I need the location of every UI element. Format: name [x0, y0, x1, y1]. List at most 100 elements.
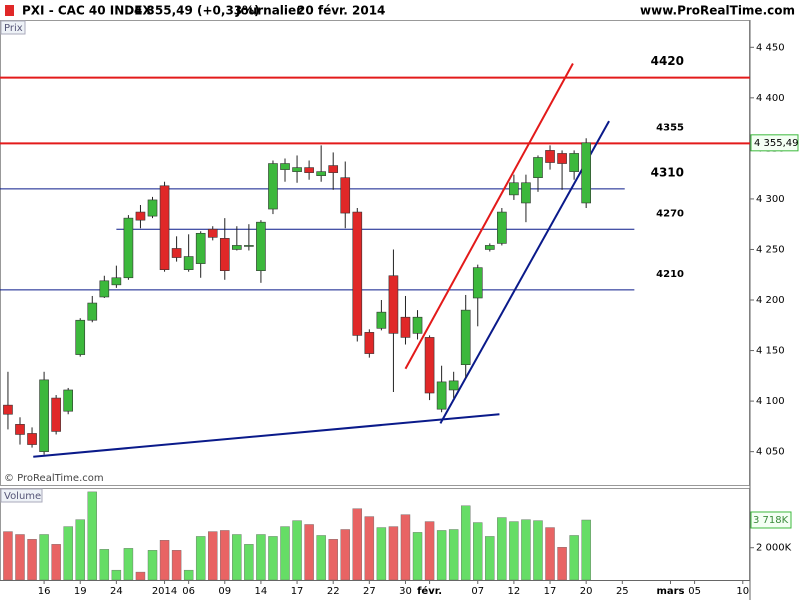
volume-bar	[232, 534, 242, 581]
candle-body	[268, 163, 278, 210]
candle-body	[388, 275, 399, 334]
change: 4 355,49 (+0,33%)	[134, 4, 260, 18]
pane-label: Prix	[4, 23, 23, 34]
candle-body	[183, 256, 194, 270]
y-tick-label: 4 200	[756, 295, 785, 306]
candle-body	[521, 182, 531, 204]
x-tick-label: 07	[471, 586, 484, 597]
x-tick-label: 27	[363, 586, 376, 597]
candle-body	[509, 182, 519, 196]
instrument: PXI - CAC 40 INDEX	[22, 4, 152, 18]
candle-body	[39, 379, 49, 452]
level-label: 4210	[656, 269, 684, 280]
candle-body	[376, 311, 387, 329]
volume-bar	[171, 550, 182, 581]
volume-bar	[147, 550, 158, 581]
volume-bar	[557, 547, 567, 581]
candle-body	[51, 397, 61, 432]
volume-bar	[304, 524, 314, 581]
volume-bar	[51, 544, 61, 581]
volume-bar	[220, 530, 230, 581]
level-label: 4420	[651, 54, 684, 68]
volume-bar	[15, 534, 25, 581]
candle-body	[280, 163, 290, 170]
x-tick-label: 22	[327, 586, 340, 597]
candle-body	[111, 277, 122, 286]
volume-bar	[75, 519, 85, 581]
x-tick-label: 10	[736, 586, 749, 597]
y-tick-label: 4 400	[756, 93, 785, 104]
candle-body	[292, 167, 302, 172]
volume-bar	[569, 535, 579, 581]
copyright: © ProRealTime.com	[4, 473, 104, 484]
volume-bar	[39, 534, 49, 581]
candle-body	[219, 238, 230, 271]
x-tick-label: 25	[616, 586, 629, 597]
volume-bar	[195, 536, 206, 581]
x-tick-label: 12	[508, 586, 521, 597]
volume-bar	[509, 521, 519, 581]
candle-body	[3, 404, 13, 415]
source: www.ProRealTime.com	[640, 4, 795, 18]
candle-body	[545, 150, 555, 163]
candle-body	[400, 316, 411, 338]
level-label: 4355	[656, 122, 684, 133]
candle-body	[27, 433, 37, 445]
candle-body	[147, 199, 158, 217]
volume-bar	[364, 516, 375, 581]
volume-bar	[388, 526, 399, 581]
volume-bar	[208, 531, 218, 581]
candle-body	[171, 248, 182, 258]
x-tick-label: 19	[74, 586, 87, 597]
y-tick-label: 4 250	[756, 244, 785, 255]
x-tick-label: 24	[110, 586, 123, 597]
volume-bar	[545, 527, 555, 581]
volume-bar	[268, 536, 278, 581]
volume-bar	[292, 520, 302, 581]
period: Journalier	[235, 4, 302, 18]
volume-bar	[244, 544, 254, 581]
volume-bar	[352, 508, 363, 581]
volume-bar	[340, 529, 350, 581]
candle-body	[159, 185, 170, 270]
x-tick-label: mars	[656, 586, 684, 597]
x-tick-label: 14	[255, 586, 268, 597]
volume-label-box	[0, 488, 43, 503]
candle-body	[533, 157, 543, 178]
volume-bar	[376, 527, 387, 581]
x-tick-label: 20	[580, 586, 593, 597]
candle-body	[352, 211, 363, 336]
pane-label-box	[0, 20, 26, 35]
volume-bar	[256, 534, 266, 581]
volume-bar	[111, 569, 122, 581]
volume-bar	[99, 549, 110, 581]
candle-body	[87, 302, 98, 321]
y-tick-label: 4 100	[756, 396, 785, 407]
candle-body	[472, 267, 483, 299]
volume-bar	[485, 536, 495, 581]
trend-line	[33, 413, 500, 458]
trend-line	[439, 120, 610, 424]
y-tick-label: 4 300	[756, 194, 785, 205]
candle-body	[135, 211, 146, 221]
volume-bar	[87, 491, 97, 581]
volume-bar	[123, 548, 134, 581]
volume-label: Volume	[4, 491, 41, 502]
x-tick-label: févr.	[417, 585, 442, 597]
last-price-box	[750, 134, 799, 152]
volume-bar	[280, 526, 290, 581]
level-label: 4270	[656, 208, 684, 219]
volume-bar	[316, 535, 326, 581]
candle-body	[99, 280, 110, 298]
candle-body	[15, 424, 25, 435]
candle-body	[304, 167, 314, 173]
volume-bar	[521, 519, 531, 581]
candle-body	[412, 316, 423, 334]
x-tick-label: 17	[544, 586, 557, 597]
candle-body	[256, 221, 266, 271]
volume-bar	[460, 505, 471, 581]
volume-tick-label: 2 000K	[756, 543, 792, 554]
candle-body	[340, 177, 351, 214]
header: PXI - CAC 40 INDEX 4 355,49 (+0,33%) Jou…	[5, 4, 795, 18]
x-tick-label: 16	[38, 586, 51, 597]
